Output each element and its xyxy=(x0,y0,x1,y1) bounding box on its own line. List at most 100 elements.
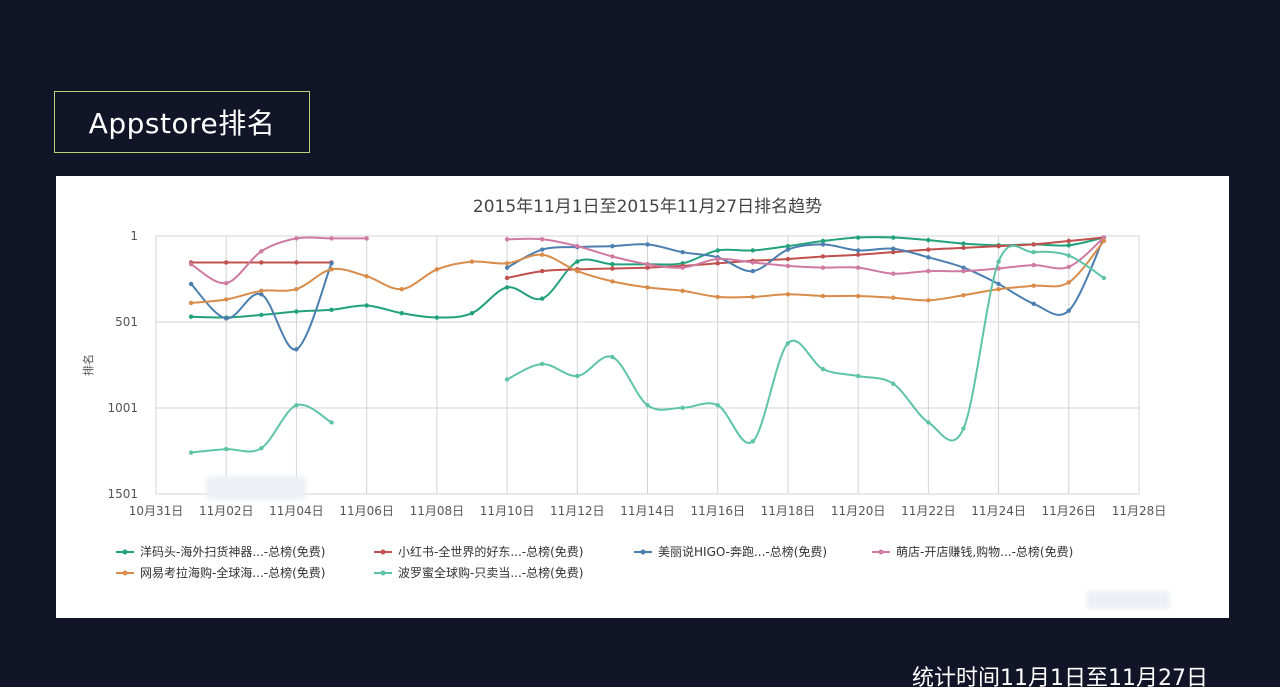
data-point xyxy=(294,286,299,292)
data-point xyxy=(1031,242,1036,247)
data-point xyxy=(259,292,264,297)
data-point xyxy=(259,249,264,254)
x-tick-label: 11月26日 xyxy=(1042,504,1097,518)
data-point xyxy=(329,420,334,425)
data-point xyxy=(364,236,369,241)
data-point xyxy=(715,294,720,300)
data-point xyxy=(224,316,229,321)
data-point xyxy=(680,265,685,270)
data-point xyxy=(785,263,791,269)
data-point xyxy=(750,294,756,300)
data-point xyxy=(820,254,826,259)
data-point xyxy=(575,243,580,249)
data-point xyxy=(294,347,299,352)
legend-swatch-dot xyxy=(380,570,386,576)
x-tick-label: 11月16日 xyxy=(690,504,745,518)
data-point xyxy=(259,260,264,265)
data-point xyxy=(996,259,1001,264)
data-point xyxy=(1066,264,1071,269)
data-point xyxy=(224,297,229,302)
data-point xyxy=(961,426,966,431)
data-point xyxy=(645,242,650,247)
data-point xyxy=(996,243,1001,249)
data-point xyxy=(785,247,791,252)
series-line xyxy=(506,236,1105,279)
data-point xyxy=(1031,249,1036,255)
data-point xyxy=(680,249,685,255)
y-tick-label: 1001 xyxy=(107,401,138,415)
data-point xyxy=(820,242,826,247)
data-point xyxy=(855,373,861,379)
data-point xyxy=(926,420,931,425)
data-point xyxy=(434,267,440,272)
data-point xyxy=(610,262,615,267)
data-point xyxy=(329,307,334,312)
watermark-blur-right xyxy=(1086,591,1170,609)
x-tick-label: 11月22日 xyxy=(901,504,956,518)
data-point xyxy=(1066,243,1071,248)
data-point xyxy=(259,312,264,318)
x-tick-label: 10月31日 xyxy=(129,504,184,518)
data-point xyxy=(785,292,791,297)
series-line xyxy=(506,237,1105,316)
data-point xyxy=(329,236,334,241)
data-point xyxy=(926,247,931,252)
data-point xyxy=(364,274,369,279)
legend-swatch-dot xyxy=(122,549,128,555)
data-point xyxy=(891,271,896,276)
data-point xyxy=(504,285,510,290)
data-point xyxy=(820,293,826,299)
data-point xyxy=(715,403,720,408)
data-point xyxy=(855,252,861,257)
x-tick-label: 11月02日 xyxy=(199,504,254,518)
legend-entry: 网易考拉海购-全球海...-总榜(免费) xyxy=(140,565,325,580)
data-point xyxy=(188,281,194,287)
data-point xyxy=(539,361,545,367)
legend-entry: 小红书-全世界的好东...-总榜(免费) xyxy=(398,544,583,559)
data-point xyxy=(224,280,229,286)
data-point xyxy=(469,311,475,316)
data-point xyxy=(1101,275,1107,281)
legend-swatch-dot xyxy=(380,549,386,555)
data-point xyxy=(539,268,545,274)
data-point xyxy=(610,243,615,249)
data-point xyxy=(1066,280,1071,285)
data-point xyxy=(855,235,861,240)
data-point xyxy=(504,377,510,382)
chart-title: 2015年11月1日至2015年11月27日排名趋势 xyxy=(473,197,822,217)
data-point xyxy=(259,288,264,294)
data-point xyxy=(855,293,861,299)
data-point xyxy=(961,268,966,274)
y-tick-label: 501 xyxy=(115,315,138,329)
y-tick-label: 1 xyxy=(130,229,138,243)
series-line xyxy=(507,236,1105,275)
legend-entry: 洋码头-海外扫货神器...-总榜(免费) xyxy=(140,544,325,559)
data-point xyxy=(1031,283,1036,288)
data-point xyxy=(539,252,545,257)
data-point xyxy=(188,450,194,455)
data-point xyxy=(645,285,650,290)
data-point xyxy=(539,296,545,301)
legend-swatch-dot xyxy=(878,549,884,555)
data-point xyxy=(329,267,334,272)
y-tick-label: 1501 xyxy=(107,487,138,501)
data-point xyxy=(715,261,720,266)
data-point xyxy=(224,446,229,452)
data-point xyxy=(926,237,931,243)
x-tick-label: 11月04日 xyxy=(269,504,324,518)
x-tick-label: 11月08日 xyxy=(410,504,465,518)
data-point xyxy=(645,265,650,270)
x-tick-label: 11月10日 xyxy=(480,504,535,518)
data-point xyxy=(820,366,826,372)
data-point xyxy=(996,286,1001,292)
data-point xyxy=(645,403,650,408)
data-point xyxy=(259,446,264,451)
ranking-chart: 2015年11月1日至2015年11月27日排名趋势15011001150110… xyxy=(81,197,1166,580)
data-point xyxy=(926,255,931,260)
data-point xyxy=(715,256,720,262)
data-point xyxy=(1031,301,1036,306)
data-point xyxy=(188,300,194,306)
data-point xyxy=(504,237,510,242)
data-point xyxy=(715,248,720,253)
legend-entry: 波罗蜜全球购-只卖当...-总榜(免费) xyxy=(398,565,583,580)
